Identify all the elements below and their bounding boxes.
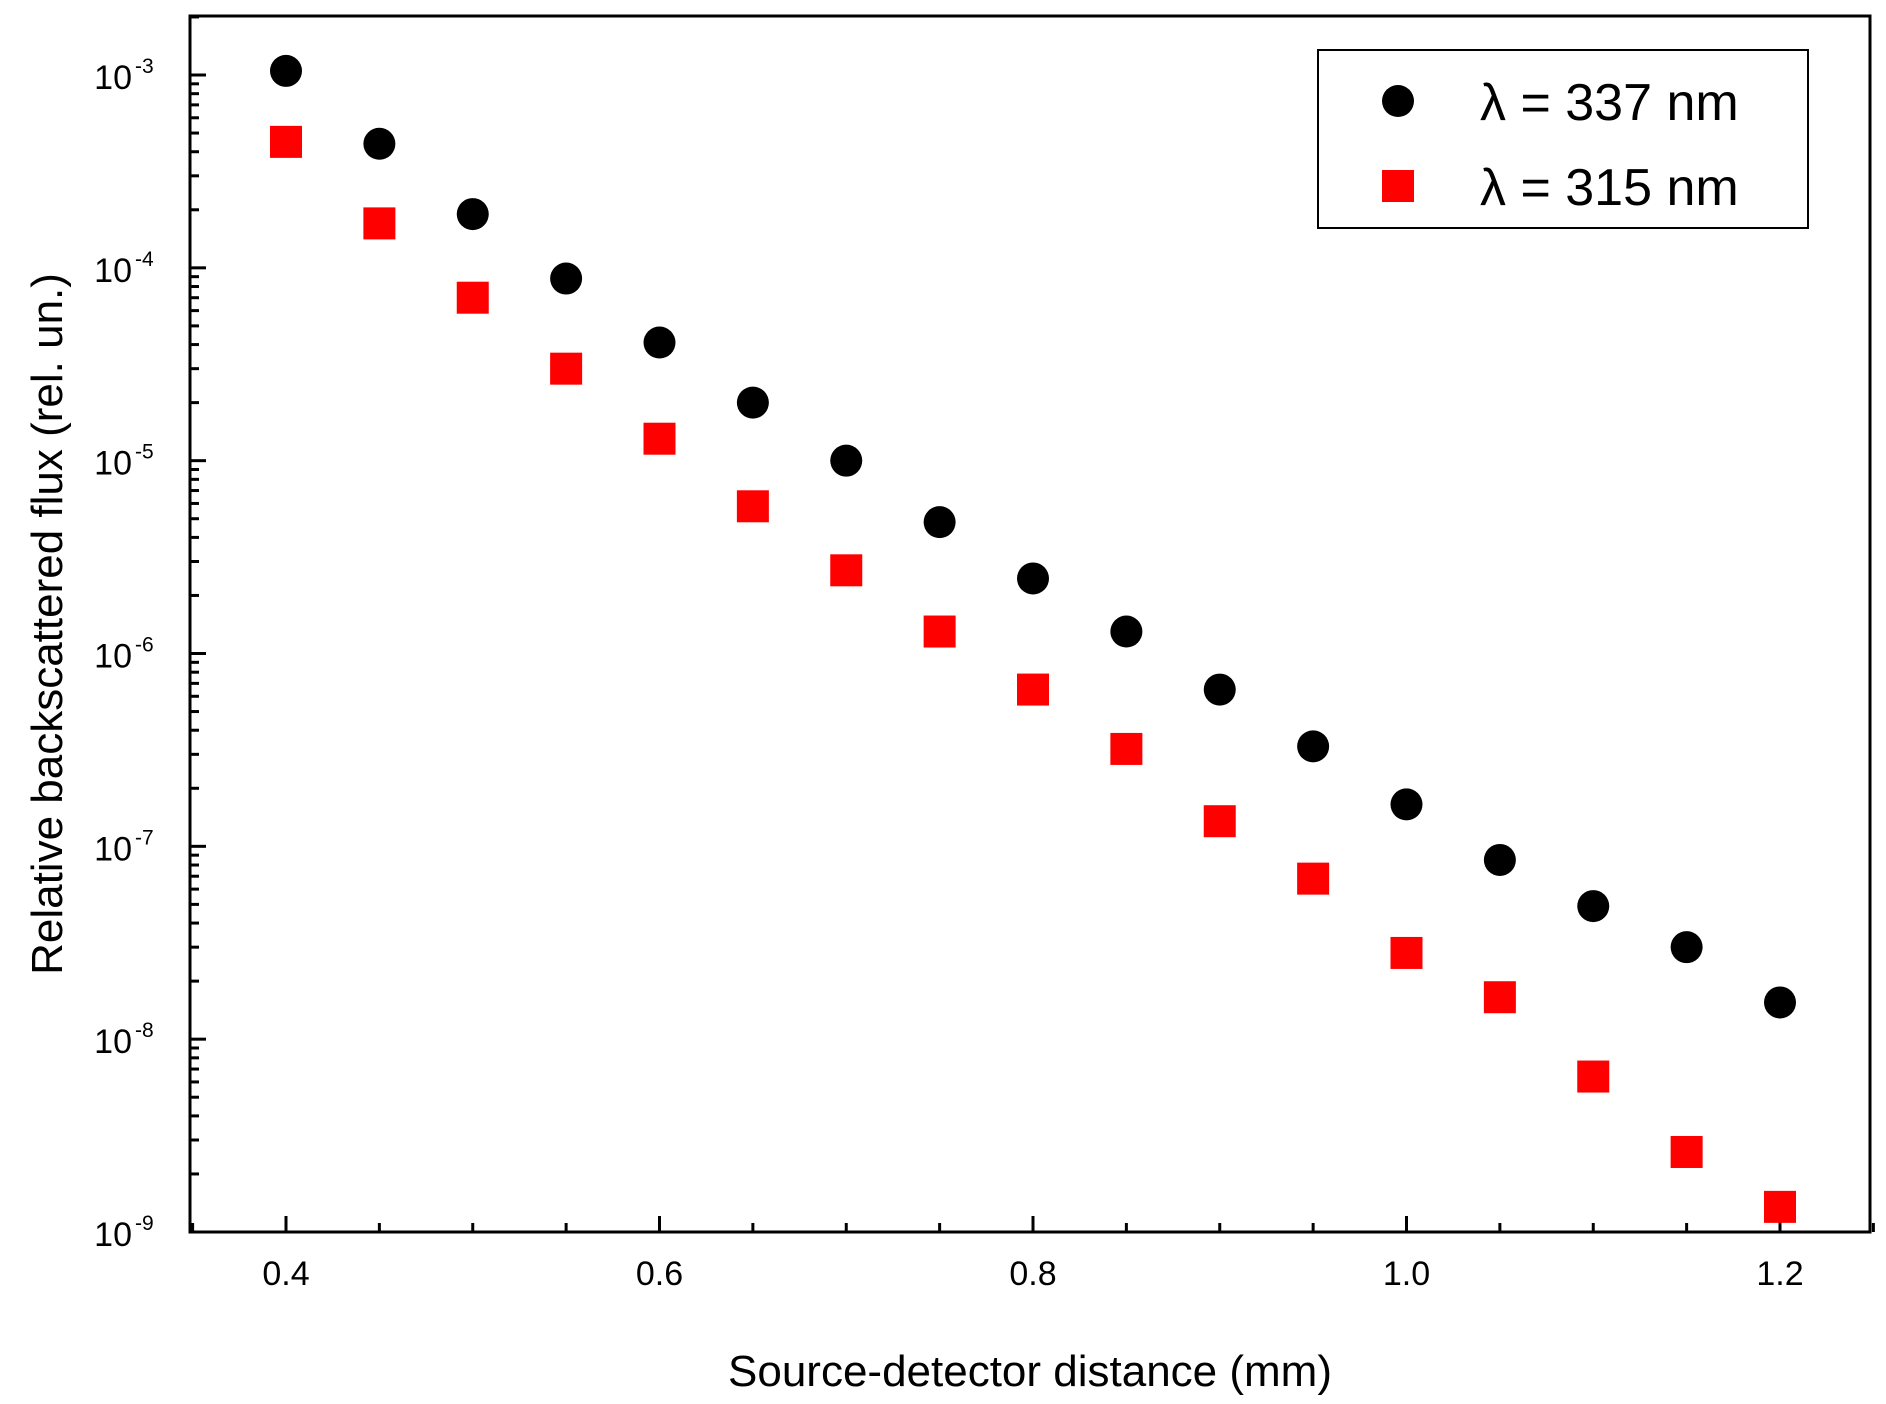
point-315nm bbox=[270, 125, 302, 158]
y-tick-label: 10 bbox=[94, 830, 132, 868]
point-337nm bbox=[1390, 788, 1423, 821]
y-tick-base: 10 bbox=[94, 1023, 132, 1061]
y-tick-label: 10 bbox=[94, 1216, 132, 1254]
x-tick-label: 0.4 bbox=[262, 1255, 309, 1293]
y-tick-exponent: -5 bbox=[135, 441, 154, 464]
point-337nm bbox=[550, 262, 583, 295]
y-tick-base: 10 bbox=[94, 638, 132, 676]
y-tick-base: 10 bbox=[94, 59, 132, 97]
point-337nm bbox=[456, 198, 489, 231]
y-tick-label: 10 bbox=[94, 445, 132, 483]
point-315nm bbox=[1764, 1190, 1796, 1223]
point-315nm bbox=[1017, 673, 1049, 706]
y-tick-base: 10 bbox=[94, 1216, 132, 1254]
point-315nm bbox=[923, 615, 956, 648]
y-tick-base: 10 bbox=[94, 445, 132, 483]
y-tick-exponent: -9 bbox=[135, 1212, 154, 1235]
point-337nm bbox=[923, 506, 956, 539]
y-tick-label: 10 bbox=[94, 252, 132, 290]
y-tick-label: 10 bbox=[94, 1023, 132, 1061]
legend: λ = 337 nm λ = 315 nm bbox=[1317, 49, 1809, 229]
point-337nm bbox=[1203, 673, 1236, 706]
y-tick-label: 10 bbox=[94, 59, 132, 97]
point-315nm bbox=[643, 422, 676, 455]
x-tick-label: 1.0 bbox=[1383, 1255, 1430, 1293]
point-315nm bbox=[1670, 1135, 1703, 1168]
x-axis: 0.4 0.6 0.8 1.0 1.2 bbox=[191, 1216, 1875, 1293]
y-tick-exponent: -6 bbox=[135, 634, 154, 657]
point-315nm bbox=[1483, 981, 1516, 1014]
legend-label-315: λ = 315 nm bbox=[1480, 159, 1739, 217]
point-337nm bbox=[1110, 615, 1143, 648]
point-315nm bbox=[736, 490, 769, 523]
point-315nm bbox=[1390, 936, 1423, 969]
point-337nm bbox=[830, 444, 863, 477]
legend-marker-337 bbox=[1382, 85, 1414, 117]
y-tick-exponent: -4 bbox=[135, 248, 154, 271]
y-axis-title: Relative backscattered flux (rel. un.) bbox=[23, 273, 72, 975]
point-315nm bbox=[1297, 862, 1330, 895]
y-tick-exponent: -7 bbox=[135, 826, 154, 849]
point-337nm bbox=[736, 386, 769, 419]
legend-marker-315 bbox=[1382, 170, 1414, 202]
point-337nm bbox=[1670, 931, 1703, 964]
point-337nm bbox=[1297, 730, 1330, 763]
data-points bbox=[270, 54, 1796, 1223]
point-337nm bbox=[1577, 890, 1610, 923]
x-tick-label: 0.6 bbox=[636, 1255, 683, 1293]
point-337nm bbox=[363, 127, 396, 160]
point-315nm bbox=[830, 554, 863, 587]
x-tick-label: 0.8 bbox=[1009, 1255, 1056, 1293]
y-axis: 10-910-810-710-610-510-410-3 bbox=[94, 15, 206, 1254]
legend-label-337: λ = 337 nm bbox=[1480, 74, 1739, 132]
point-337nm bbox=[1764, 986, 1796, 1019]
point-337nm bbox=[1483, 843, 1516, 876]
point-315nm bbox=[1110, 732, 1143, 765]
point-315nm bbox=[550, 352, 583, 385]
point-315nm bbox=[1577, 1060, 1610, 1093]
x-axis-title: Source-detector distance (mm) bbox=[728, 1347, 1332, 1396]
y-tick-exponent: -3 bbox=[135, 55, 154, 78]
point-315nm bbox=[1203, 805, 1236, 838]
plot-frame bbox=[188, 14, 1872, 1234]
point-315nm bbox=[363, 207, 396, 240]
point-337nm bbox=[1017, 562, 1049, 595]
x-tick-label: 1.2 bbox=[1756, 1255, 1803, 1293]
y-tick-label: 10 bbox=[94, 638, 132, 676]
point-337nm bbox=[643, 326, 676, 359]
point-337nm bbox=[270, 54, 302, 87]
y-tick-base: 10 bbox=[94, 830, 132, 868]
y-tick-base: 10 bbox=[94, 252, 132, 290]
y-tick-exponent: -8 bbox=[135, 1019, 154, 1042]
point-315nm bbox=[456, 281, 489, 314]
